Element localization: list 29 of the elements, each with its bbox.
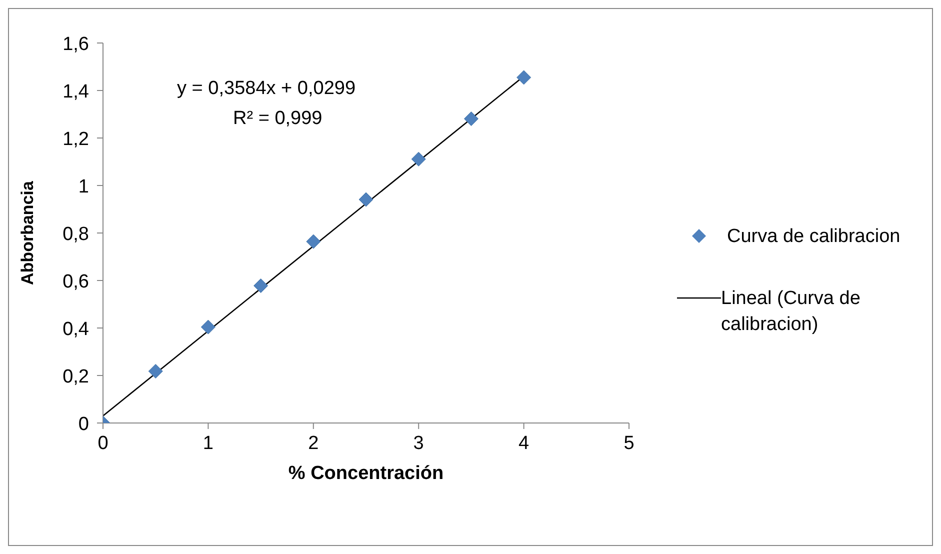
point: [516, 70, 532, 85]
point: [464, 112, 478, 126]
x-tick-label: 4: [518, 433, 530, 454]
point: [411, 152, 426, 166]
legend-label: Curva de calibracion: [727, 225, 900, 249]
y-tick-label: 0: [78, 414, 89, 435]
y-tick-label: 0,6: [62, 272, 89, 292]
x-tick-label: 1: [202, 433, 214, 454]
annotation: R² = 0,999: [233, 108, 322, 130]
legend-label: Lineal (Curva de calibracion): [721, 287, 862, 337]
y-tick-label: 0,2: [62, 366, 89, 388]
annotation: y = 0,3584x + 0,0299: [177, 78, 356, 100]
point: [358, 192, 374, 207]
y-tick-label: 1,6: [62, 34, 89, 55]
y-axis-title: Abborbancia: [18, 180, 38, 285]
x-tick-label: 2: [308, 433, 319, 454]
x-axis-title: % Concentración: [288, 463, 444, 484]
point: [200, 320, 216, 334]
y-tick-label: 0,8: [62, 224, 89, 245]
x-tick-label: 5: [624, 433, 634, 454]
y-tick-label: 1,4: [62, 82, 90, 102]
point: [254, 278, 268, 293]
x-tick-label: 0: [98, 433, 108, 454]
y-tick-label: 0,4: [62, 319, 90, 340]
y-tick-label: 1: [78, 176, 89, 198]
point: [306, 234, 321, 249]
x-tick-label: 3: [413, 433, 424, 454]
y-tick-label: 1,2: [62, 129, 89, 150]
point: [148, 364, 163, 378]
